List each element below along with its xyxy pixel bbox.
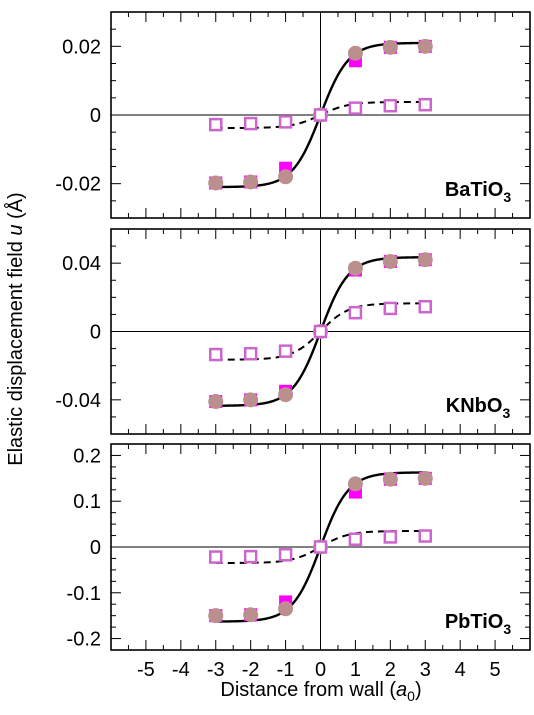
data-point-filled-circle	[208, 608, 224, 624]
data-point-open-square	[278, 115, 293, 129]
material-formula: PbTiO	[445, 611, 504, 633]
data-point-open-square	[383, 530, 398, 544]
x-axis-title-unit-sub: 0	[407, 688, 415, 704]
data-point-open-square	[209, 347, 223, 362]
x-tick-label: 1	[350, 659, 361, 681]
data-point-open-square	[243, 116, 258, 131]
material-subscript: 3	[502, 405, 510, 421]
data-point-filled-circle	[208, 175, 224, 191]
x-tick-label: -5	[137, 659, 155, 681]
y-tick-label: 0	[90, 105, 101, 127]
data-point-filled-circle	[243, 607, 259, 623]
y-tick-label: 0.04	[62, 253, 101, 275]
x-axis-title-unit: a	[396, 679, 407, 701]
material-formula: BaTiO	[445, 179, 504, 201]
data-point-filled-circle	[208, 394, 224, 410]
x-axis-title: Distance from wall (a0)	[220, 679, 421, 704]
data-point-filled-circle	[417, 38, 433, 54]
data-point-filled-circle	[347, 260, 363, 276]
panel-batio: -0.02 0 0.02 BaTiO3	[55, 11, 531, 219]
x-tick-label: -1	[277, 659, 295, 681]
x-tick-label: 0	[315, 659, 326, 681]
data-point-filled-circle	[382, 253, 398, 269]
y-tick-label: 0.2	[73, 445, 101, 467]
data-point-filled-circle	[417, 470, 433, 486]
x-tick-label: 2	[385, 659, 396, 681]
x-tick-label: -3	[207, 659, 225, 681]
data-point-open-square	[209, 550, 223, 564]
data-point-filled-circle	[382, 39, 398, 55]
material-label: PbTiO3	[445, 611, 512, 637]
y-axis-title-text: Elastic displacement field	[5, 241, 27, 466]
x-axis-title-text: Distance from wall	[220, 679, 383, 701]
panels-layer: -0.0200.02BaTiO3-0.0400.04KNbO3-0.2-0.10…	[55, 11, 531, 681]
data-point-filled-circle	[417, 252, 433, 268]
y-tick-label: -0.2	[67, 629, 101, 651]
data-point-filled-circle	[382, 471, 398, 487]
data-point-filled-circle	[278, 387, 294, 403]
data-point-open-square	[418, 299, 432, 314]
material-subscript: 3	[503, 621, 511, 637]
data-point-open-square	[348, 305, 363, 320]
y-tick-label: 0	[90, 322, 101, 344]
x-tick-label: 5	[490, 659, 501, 681]
data-point-filled-circle	[347, 45, 363, 61]
panel-frame	[110, 11, 531, 219]
material-label: BaTiO3	[445, 179, 512, 205]
data-point-open-square	[418, 529, 432, 543]
x-tick-label: -2	[242, 659, 260, 681]
data-point-filled-circle	[243, 174, 259, 190]
y-tick-label: -0.04	[55, 390, 101, 412]
data-point-open-square	[243, 549, 258, 564]
data-point-open-square	[348, 532, 363, 546]
data-point-open-square	[348, 101, 363, 115]
data-point-open-square	[278, 344, 293, 358]
x-tick-label: 4	[455, 659, 466, 681]
y-tick-label: -0.1	[67, 583, 101, 605]
panel-frame	[110, 443, 531, 651]
data-point-open-square	[313, 108, 328, 122]
data-point-open-square	[383, 301, 398, 316]
x-tick-label: 3	[420, 659, 431, 681]
data-point-filled-circle	[278, 601, 294, 617]
y-tick-label: 0	[90, 537, 101, 559]
data-point-open-square	[243, 346, 258, 361]
data-point-open-square	[278, 548, 293, 562]
material-formula: KNbO	[446, 395, 503, 417]
data-point-filled-circle	[278, 169, 294, 185]
data-point-filled-circle	[347, 476, 363, 492]
material-label: KNbO3	[446, 395, 511, 421]
data-point-open-square	[313, 540, 328, 554]
y-axis-title: Elastic displacement field u (Å)	[4, 192, 27, 465]
y-axis-title-unit: (Å)	[4, 192, 27, 219]
data-point-open-square	[209, 117, 223, 132]
y-tick-label: 0.02	[62, 36, 101, 58]
data-point-open-square	[313, 324, 328, 339]
y-axis-title-symbol: u	[5, 224, 27, 235]
material-subscript: 3	[503, 189, 511, 205]
x-tick-label: -4	[172, 659, 190, 681]
panel-frame	[110, 228, 531, 435]
panel-pbtio: -0.2 -0.1 0 0.1 0.2 PbTiO3	[67, 443, 531, 651]
data-point-open-square	[383, 98, 398, 113]
data-point-filled-circle	[243, 392, 259, 408]
y-tick-label: 0.1	[73, 491, 101, 513]
data-point-open-square	[418, 97, 432, 112]
y-tick-label: -0.02	[55, 174, 101, 196]
panel-knbo: -0.04 0 0.04 KNbO3	[55, 228, 531, 435]
